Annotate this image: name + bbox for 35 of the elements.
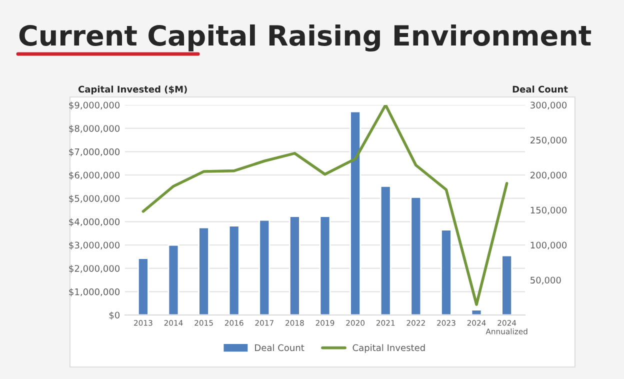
y-tick-label: $2,000,000 [69,264,120,274]
chart-title: Current Capital Raising Environment [19,24,592,52]
y-tick-label: $1,000,000 [69,288,120,296]
y-tick-label: $0 [109,312,120,320]
bar [168,244,180,315]
bar [350,110,361,315]
y-tick-label: $9,000,000 [69,102,120,110]
y2-tick-label: 200,000 [530,172,567,180]
bar [289,216,300,315]
bar [258,219,270,315]
bar [137,258,149,315]
bar [198,226,210,315]
y2-tick-label: 250,000 [530,136,567,144]
y2-axis-title: Deal Count [512,86,568,93]
y-tick-label: $6,000,000 [69,172,120,180]
y-tick-label: $8,000,000 [69,124,120,134]
y-axis-title: Capital Invested ($M) [78,86,187,94]
y-tick-label: $5,000,000 [69,194,120,204]
bar [440,229,452,315]
bar [380,186,392,315]
legend-label: Deal Count [255,344,304,352]
y-tick-label: $7,000,000 [69,148,120,156]
bar [228,225,240,315]
bar [470,309,482,315]
y2-tick-label: 300,000 [530,102,567,110]
y2-tick-label: 50,000 [530,276,561,284]
bar [410,196,422,315]
bar [501,254,513,315]
y-tick-label: $4,000,000 [69,218,120,226]
legend-label: Capital Invested [352,344,425,353]
y2-tick-label: 150,000 [530,206,567,214]
line-series [142,105,508,306]
bar [319,216,331,315]
y2-tick-label: 100,000 [530,242,567,250]
y-tick-label: $3,000,000 [69,242,120,250]
